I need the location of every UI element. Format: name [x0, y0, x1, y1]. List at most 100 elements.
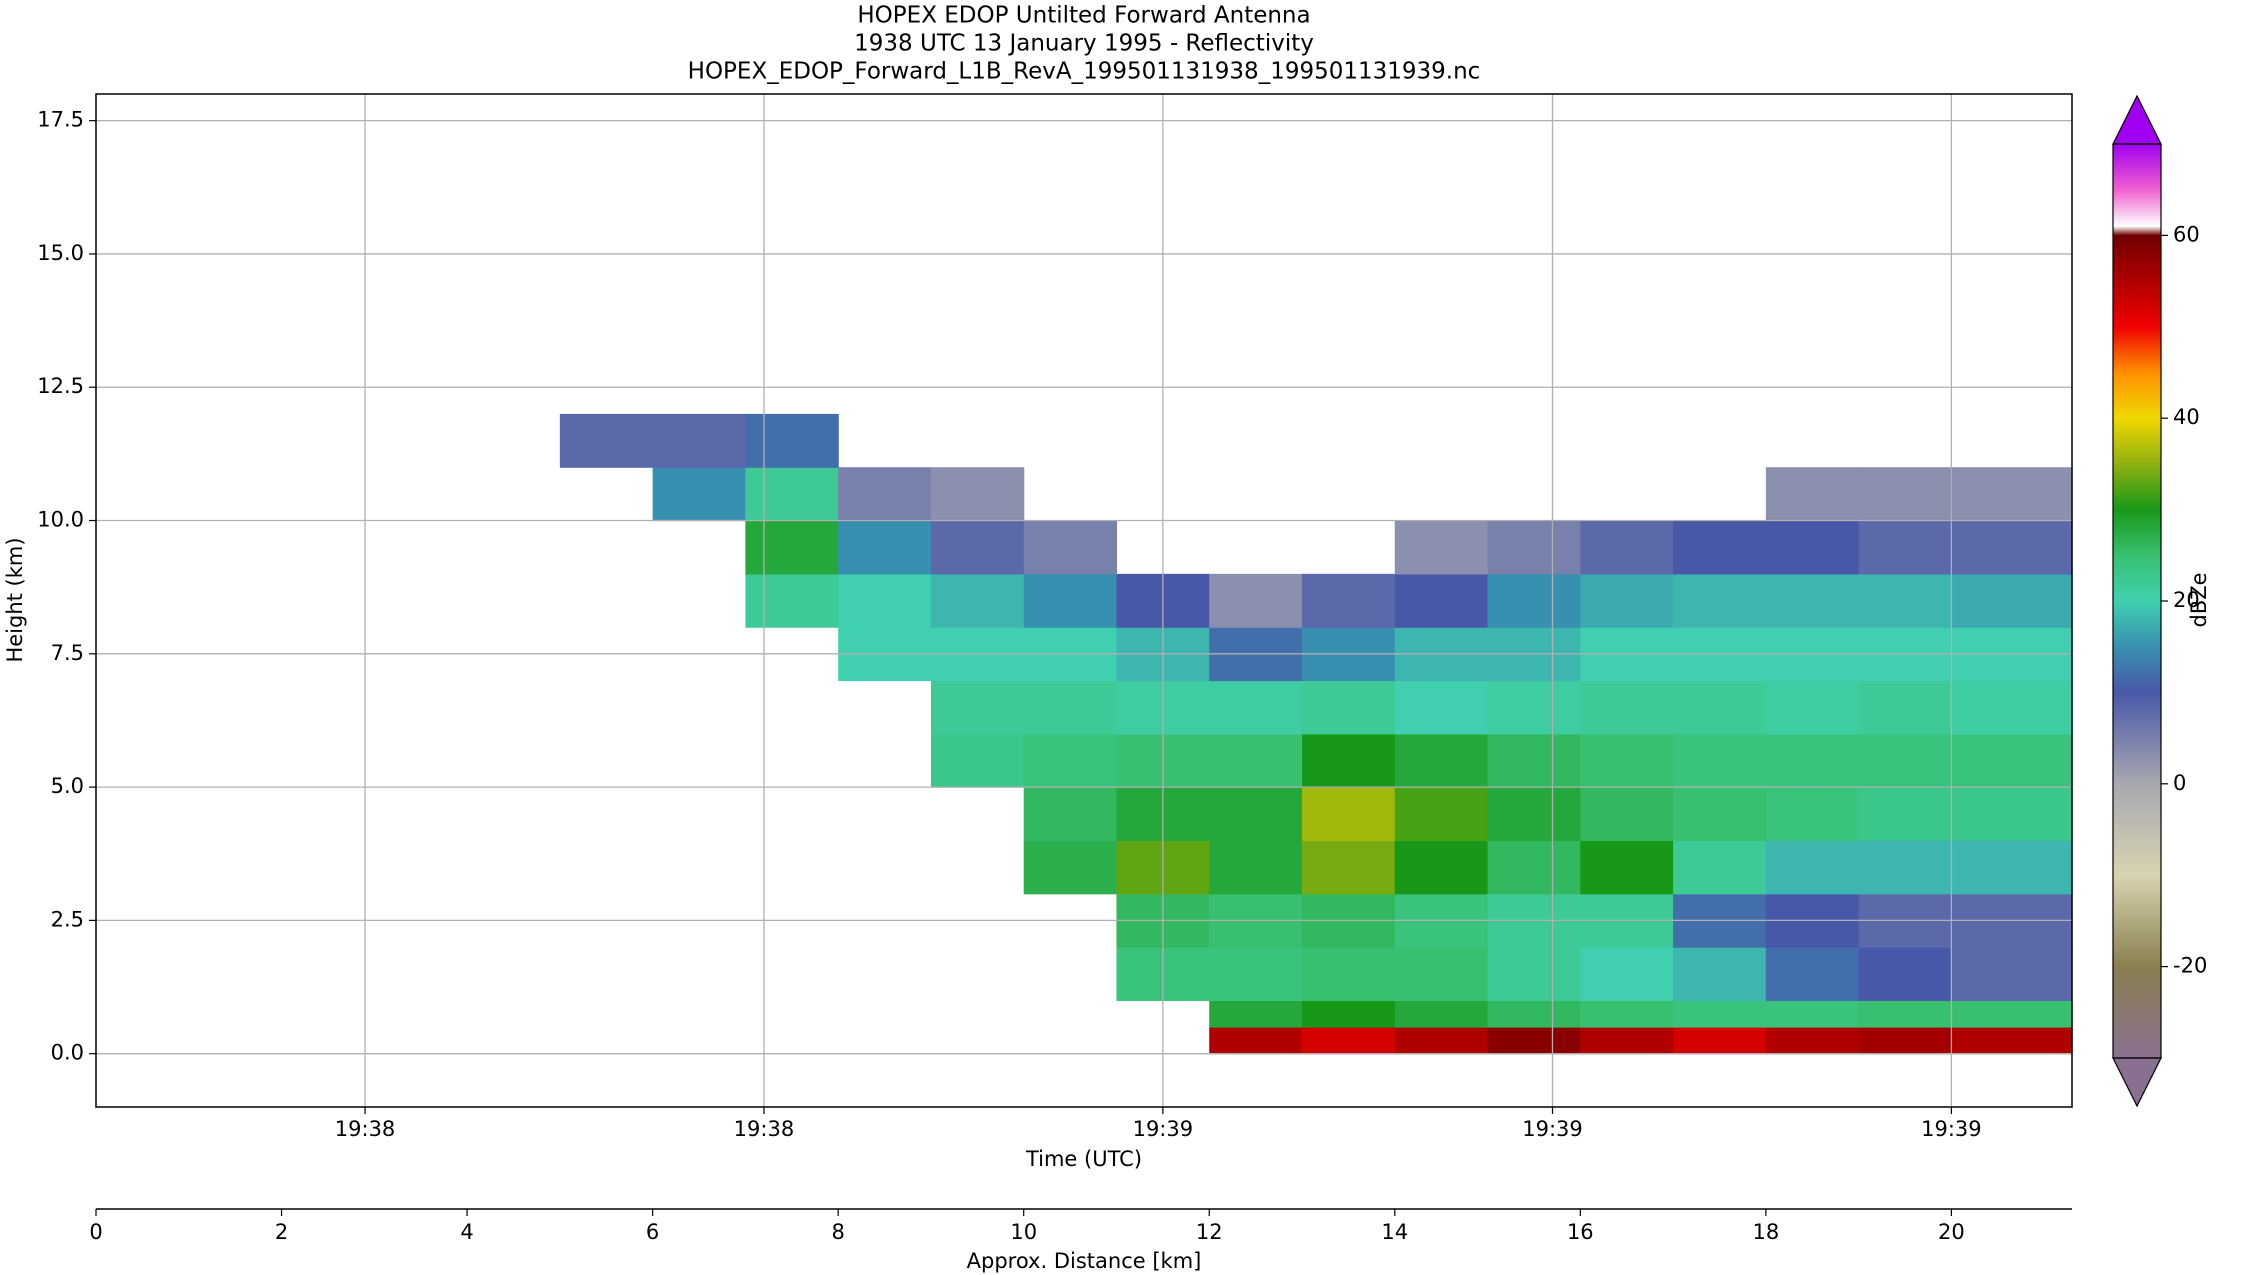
cell [1858, 573, 1952, 628]
x2-tick-label: 0 [89, 1220, 102, 1244]
cell [1673, 573, 1767, 628]
cell [1302, 573, 1396, 628]
x2-tick-label: 14 [1381, 1220, 1408, 1244]
cell [1765, 680, 1860, 735]
colorbar-tick-label: -20 [2173, 954, 2207, 978]
cell [652, 413, 746, 468]
cell [1951, 947, 2073, 1001]
cell [1302, 947, 1396, 1001]
cell [1209, 733, 1303, 788]
cell [1858, 733, 1952, 788]
cell [1580, 947, 1674, 1001]
cell [1858, 1000, 1952, 1028]
x-tick-label: 19:38 [734, 1117, 795, 1141]
cell [1951, 787, 2073, 842]
cell [1765, 787, 1860, 842]
cell [1487, 733, 1581, 788]
cell [1023, 680, 1118, 735]
cell [1765, 1027, 1860, 1055]
cell [838, 467, 932, 522]
cell [1394, 520, 1489, 575]
cell [1858, 520, 1952, 575]
cell [1209, 787, 1303, 842]
cell [838, 520, 932, 575]
cell [1209, 573, 1303, 628]
file-name: HOPEX_EDOP_Forward_L1B_RevA_199501131938… [688, 59, 1481, 85]
cell [652, 467, 746, 522]
cell [1209, 1000, 1303, 1028]
cell [745, 573, 839, 628]
cell [1951, 467, 2073, 522]
cell [1765, 840, 1860, 895]
cell [745, 520, 839, 575]
cell [1580, 787, 1674, 842]
cell [745, 413, 839, 468]
cell [1858, 947, 1952, 1001]
cell [1394, 1027, 1489, 1055]
cell [1302, 787, 1396, 842]
cell [1487, 787, 1581, 842]
cell [1302, 733, 1396, 788]
x2-tick-label: 12 [1196, 1220, 1223, 1244]
cell [1394, 680, 1489, 735]
cell [1673, 1027, 1767, 1055]
cell [1673, 680, 1767, 735]
x2-tick-label: 10 [1010, 1220, 1037, 1244]
plot-frame [95, 93, 2073, 1108]
colorbar [2113, 144, 2161, 1058]
cell [559, 413, 654, 468]
cell [1858, 787, 1952, 842]
cell [1487, 573, 1581, 628]
x2-axis-label: Approx. Distance [km] [967, 1249, 1202, 1273]
cell [1673, 787, 1767, 842]
cell [1858, 467, 1952, 522]
colorbar-tick-label: 60 [2173, 222, 2200, 246]
cell [1487, 1027, 1581, 1055]
cell [1673, 947, 1767, 1001]
x-tick-label: 19:39 [1133, 1117, 1194, 1141]
y-tick-label: 17.5 [37, 108, 84, 132]
x2-tick-label: 4 [460, 1220, 473, 1244]
x-axis-label: Time (UTC) [1025, 1147, 1142, 1171]
cell [1765, 520, 1860, 575]
cell [1765, 573, 1860, 628]
cell [1487, 840, 1581, 895]
cell [1765, 947, 1860, 1001]
cell [1209, 680, 1303, 735]
cell [930, 680, 1025, 735]
cell [1487, 1000, 1581, 1028]
cell [1765, 733, 1860, 788]
cell [1858, 680, 1952, 735]
cell [1302, 680, 1396, 735]
y-tick-label: 15.0 [37, 241, 84, 265]
cell [1580, 573, 1674, 628]
cell [1302, 1000, 1396, 1028]
cell [1951, 1000, 2073, 1028]
y-tick-label: 5.0 [51, 774, 84, 798]
x2-tick-label: 2 [275, 1220, 288, 1244]
cell [930, 520, 1025, 575]
cell [1580, 733, 1674, 788]
cell [1951, 1027, 2073, 1055]
cell [1673, 733, 1767, 788]
x2-tick-label: 18 [1752, 1220, 1779, 1244]
y-axis-label: Height (km) [3, 537, 27, 662]
x-tick-label: 19:39 [1522, 1117, 1583, 1141]
cell [1487, 520, 1581, 575]
cell [930, 733, 1025, 788]
x2-tick-label: 8 [831, 1220, 844, 1244]
cell [1580, 680, 1674, 735]
x2-tick-label: 6 [646, 1220, 659, 1244]
cell [1302, 840, 1396, 895]
cell [1394, 947, 1489, 1001]
cell [1765, 467, 1860, 522]
cell [1394, 1000, 1489, 1028]
cell [1580, 840, 1674, 895]
colorbar-label: dBZe [2187, 572, 2211, 627]
heatmap [559, 413, 2073, 1055]
colorbar-tick-label: 40 [2173, 405, 2200, 429]
cell [1023, 840, 1118, 895]
cell [1580, 1000, 1674, 1028]
y-tick-label: 7.5 [51, 641, 84, 665]
